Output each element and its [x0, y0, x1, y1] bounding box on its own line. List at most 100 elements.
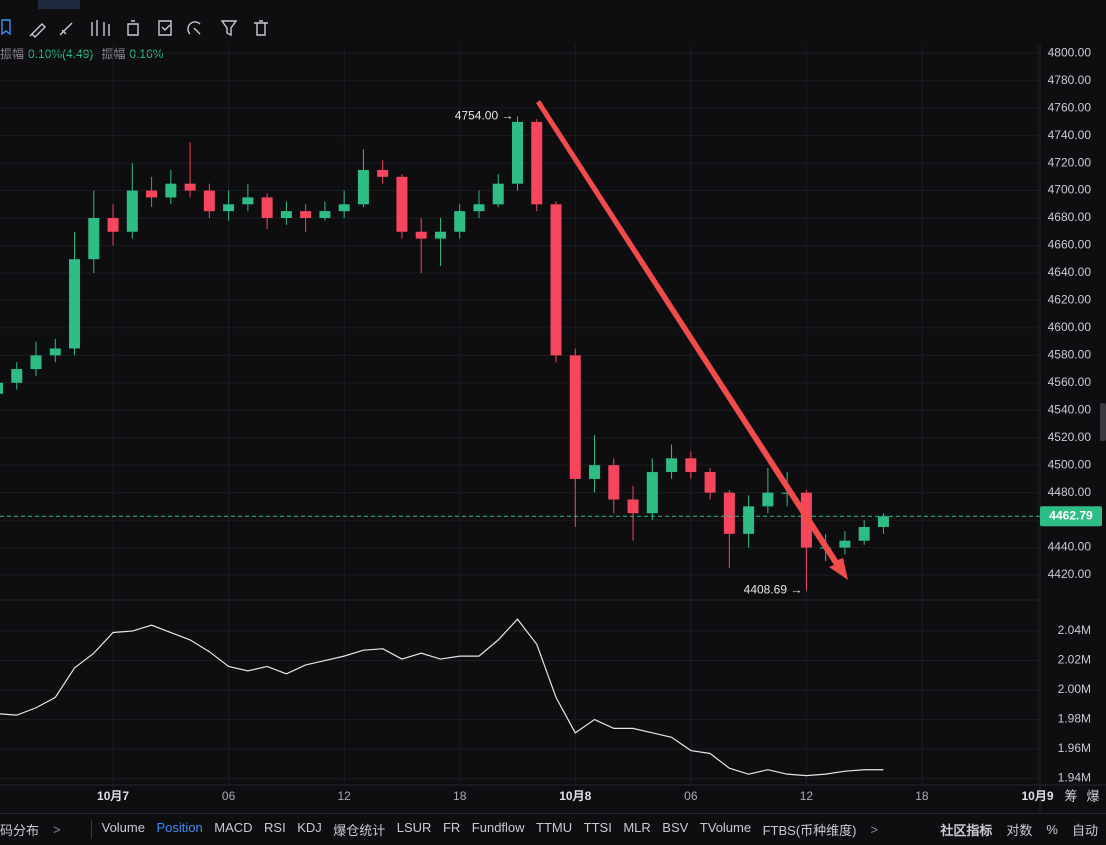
candle-body: [492, 183, 504, 205]
indicator-tab[interactable]: Position: [156, 820, 203, 835]
y-tick-label: 1.96M: [1058, 741, 1091, 755]
indicator-bar: 码分布 > Volume Position MACD RSI KDJ 爆仓统计 LSUR FR…: [0, 813, 1106, 845]
candle-body: [30, 355, 42, 370]
candle-body: [434, 231, 446, 239]
right-control[interactable]: %: [1046, 822, 1058, 837]
candle-body: [377, 169, 389, 177]
magnet-icon[interactable]: [187, 21, 201, 35]
right-control[interactable]: 社区指标: [940, 823, 993, 838]
indicator-tab[interactable]: KDJ: [297, 820, 322, 835]
y-tick-label: 4700.00: [1048, 183, 1092, 197]
candle-body: [223, 204, 235, 212]
indicator-tab[interactable]: 爆仓统计: [333, 823, 386, 838]
tabs: Volume Position MACD RSI KDJ 爆仓统计 LSUR FR Fundfl…: [90, 820, 857, 839]
indicator-tab[interactable]: TVolume: [699, 820, 752, 835]
indicator-tab[interactable]: Fundflow: [471, 820, 525, 835]
chevron[interactable]: >: [870, 822, 879, 837]
candle-body: [300, 211, 312, 219]
y-tick-label: 4440.00: [1048, 540, 1092, 554]
x-tick-label: 06: [684, 789, 698, 803]
candle-body: [146, 190, 158, 198]
y-tick-label: 4780.00: [1048, 73, 1092, 87]
y-tick-label: 4760.00: [1048, 100, 1092, 114]
right-controls: 社区指标 对数% 自动: [940, 820, 1098, 839]
y-tick-label: 4660.00: [1048, 238, 1092, 252]
candle-body: [550, 204, 562, 356]
x-tick-label: 12: [337, 789, 351, 803]
indicator-tab[interactable]: MACD: [214, 820, 253, 835]
axis-control: 爆: [1086, 788, 1099, 803]
candle-body: [569, 355, 581, 479]
indicator-tab[interactable]: Volume: [101, 820, 145, 835]
candle-body: [454, 211, 466, 232]
candle-body: [319, 211, 331, 219]
x-tick-label: 10月9: [1021, 789, 1053, 803]
y-tick-label: 4640.00: [1048, 265, 1092, 279]
left-tab[interactable]: 码分布: [0, 823, 40, 838]
candle-body: [280, 211, 292, 219]
candle-body: [261, 197, 273, 219]
candle-body: [511, 121, 523, 184]
candle-body: [781, 492, 793, 494]
axis-control: 筹: [1064, 788, 1077, 803]
candles-icon[interactable]: [91, 20, 110, 36]
grid: [0, 45, 1040, 785]
candle-body: [357, 169, 369, 205]
y-tick-label: 4560.00: [1048, 375, 1092, 389]
trend-arrow: [536, 100, 848, 580]
info-value: 0.16%: [129, 47, 163, 61]
x-tick-label: 10月7: [97, 789, 129, 803]
y-tick-label: 2.00M: [1058, 682, 1091, 696]
clip-icon[interactable]: [127, 20, 139, 36]
x-tick-label: 12: [800, 789, 814, 803]
check-icon[interactable]: [158, 20, 172, 36]
candle-body: [203, 190, 215, 212]
toolbar-top-tab[interactable]: [38, 0, 80, 9]
y-tick-label: 4600.00: [1048, 320, 1092, 334]
right-control[interactable]: 自动: [1071, 823, 1098, 838]
candle-body: [627, 499, 639, 514]
y-tick-label: 1.94M: [1058, 771, 1091, 785]
x-tick-label: 18: [915, 789, 929, 803]
price-annotation: 4754.00 →: [455, 109, 514, 123]
candle-body: [415, 231, 427, 239]
candle-body: [242, 197, 254, 205]
indicator-tab[interactable]: MLR: [623, 820, 651, 835]
filter-icon[interactable]: [220, 20, 238, 37]
candle-body: [589, 465, 601, 479]
chevron[interactable]: >: [53, 822, 61, 837]
y-tick-label: 4720.00: [1048, 155, 1092, 169]
indicator-tab[interactable]: RSI: [264, 820, 286, 835]
candle-body: [49, 348, 61, 356]
chart-area: 振幅 0.10%(4.49) 振幅 0.16% 10月7 06 12 18 10月8 06 12 1…: [0, 0, 1106, 812]
info-value: 0.10%(4.49): [28, 47, 93, 61]
candle-body: [666, 458, 678, 473]
right-control[interactable]: 对数: [1006, 823, 1033, 838]
bookmark-icon[interactable]: [1, 19, 11, 36]
y-tick-label: 4800.00: [1048, 45, 1092, 59]
indicator-tab[interactable]: TTMU: [536, 820, 573, 835]
candle-body: [11, 369, 23, 383]
indicator-tab[interactable]: TTSI: [583, 820, 612, 835]
candle-body: [69, 259, 81, 349]
candle-body: [0, 382, 3, 394]
brush-icon[interactable]: [59, 22, 73, 36]
candle-body: [839, 540, 851, 548]
candle-body: [877, 516, 889, 527]
y-tick-label: 4540.00: [1048, 402, 1092, 416]
x-tick-label: 10月8: [559, 789, 591, 803]
indicator-tab[interactable]: BSV: [662, 820, 689, 835]
pen-icon[interactable]: [29, 23, 46, 38]
last-price-label: 4462.79: [1049, 508, 1093, 522]
indicator-tab[interactable]: LSUR: [396, 820, 432, 835]
indicator-tab[interactable]: FTBS(币种维度): [762, 823, 857, 838]
scroll-handle[interactable]: [1100, 403, 1106, 441]
labels: 10月7 06 12 18 10月8 06 12 18 10月9 筹爆 4420.00 4440.00…: [97, 45, 1102, 803]
trash-icon[interactable]: [254, 20, 268, 36]
candle-body: [473, 204, 485, 212]
position-line: [0, 618, 884, 777]
toolbar: [1, 0, 268, 38]
candle-body: [126, 190, 138, 232]
indicator-tab[interactable]: FR: [442, 820, 461, 835]
